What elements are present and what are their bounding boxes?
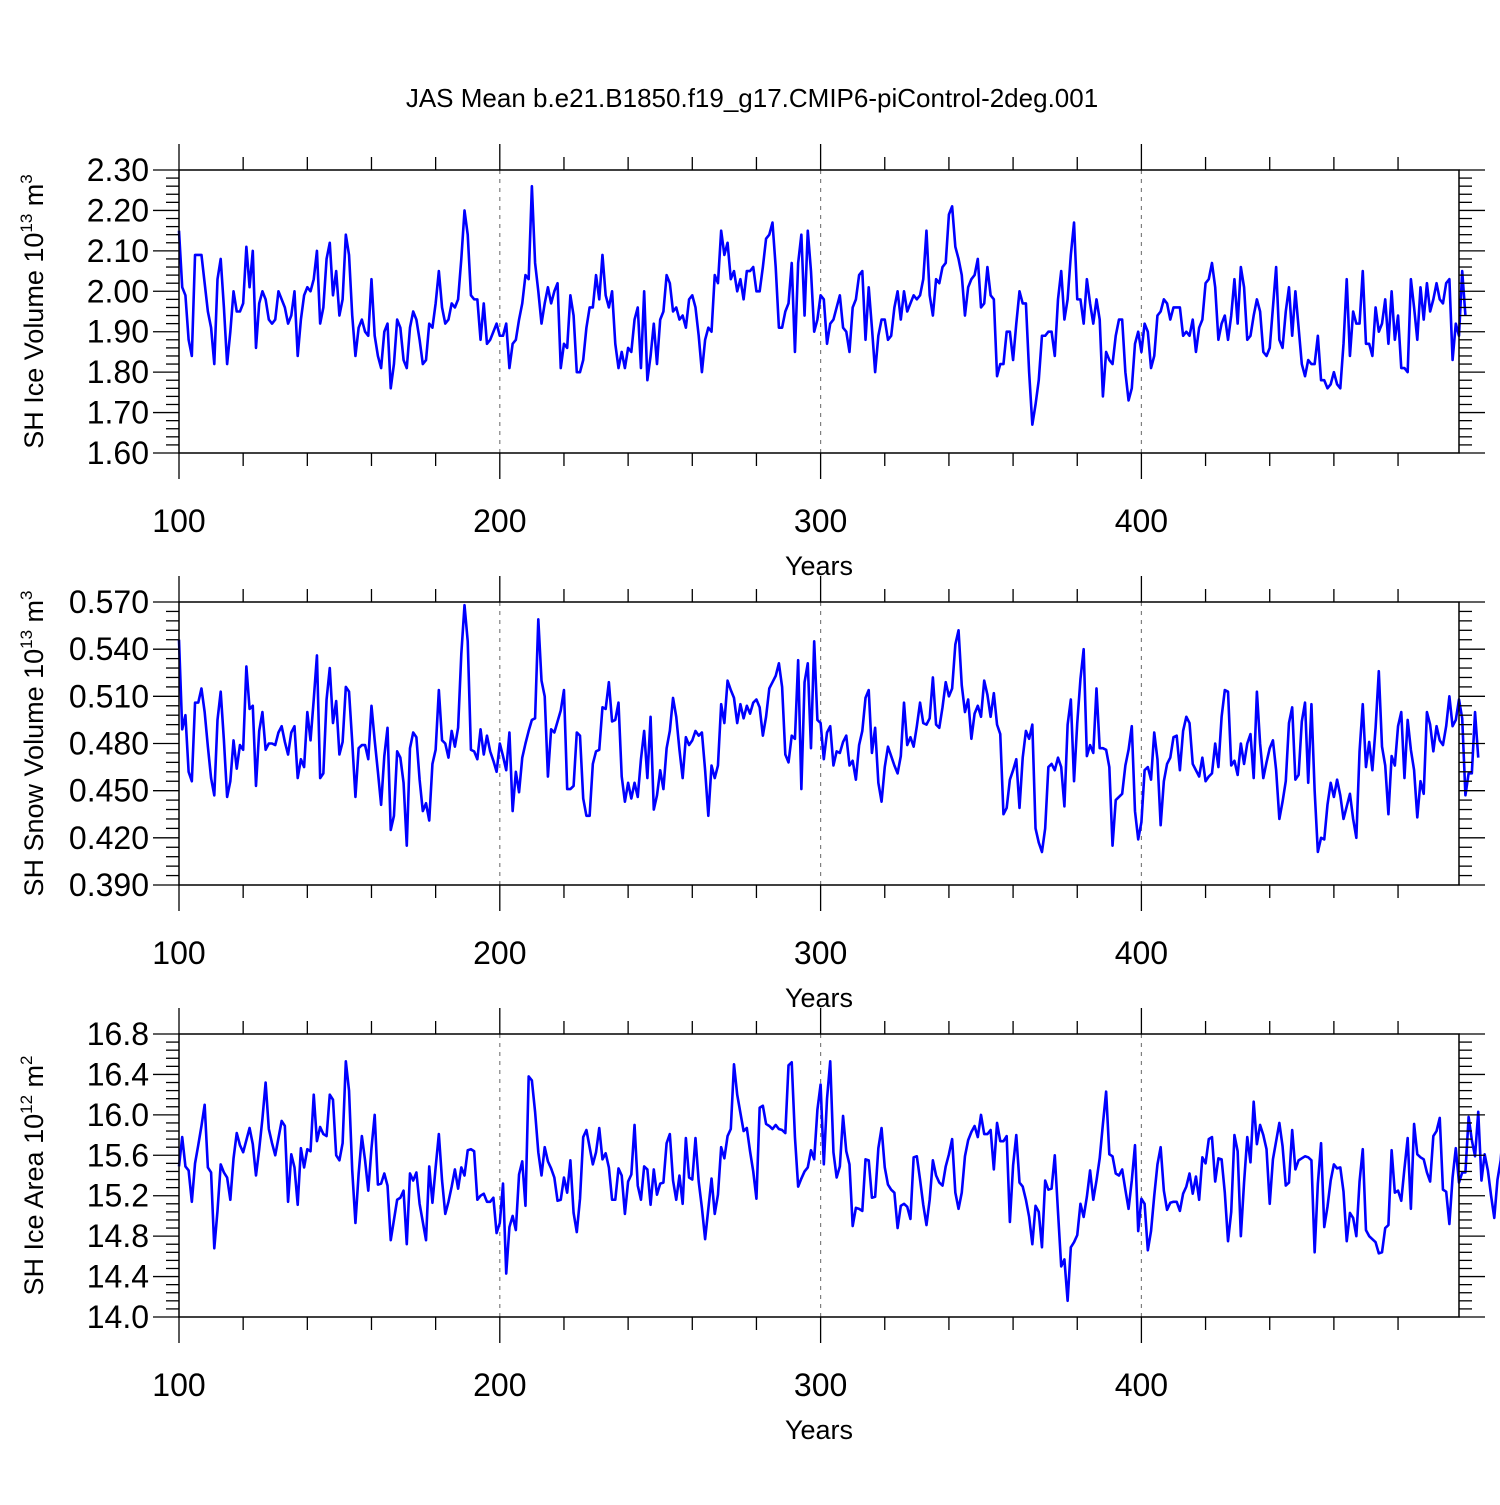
y-tick-label: 0.450 — [69, 773, 149, 809]
y-tick-label: 0.510 — [69, 678, 149, 714]
y-tick-label: 15.2 — [87, 1178, 149, 1214]
chart-title: JAS Mean b.e21.B1850.f19_g17.CMIP6-piCon… — [406, 83, 1098, 113]
y-tick-label: 0.540 — [69, 631, 149, 667]
panel-3: 14.0 14.4 14.8 15.2 15.6 16.0 16.4 16.8 100 200 30… — [17, 1008, 1500, 1445]
x-tick-label: 300 — [794, 935, 847, 971]
x-tick-label: 400 — [1115, 935, 1168, 971]
x-tick-label: 100 — [152, 935, 205, 971]
y-axis-title-exponent: 12 — [17, 1095, 36, 1114]
y-axis-title: SH Ice Volume 1013 m3 — [17, 174, 49, 449]
x-tick-label: 300 — [794, 1367, 847, 1403]
x-tick-label: 100 — [152, 1367, 205, 1403]
y-tick-label: 14.4 — [87, 1259, 149, 1295]
y-axis-title-main: SH Ice Area 10 — [19, 1114, 49, 1296]
y-axis-title: SH Snow Volume 1013 m3 — [17, 590, 49, 896]
y-tick-label: 2.30 — [87, 152, 149, 188]
y-tick-label: 0.420 — [69, 820, 149, 856]
y-axis-title-main: SH Snow Volume 10 — [19, 649, 49, 897]
x-axis-title: Years — [785, 1415, 853, 1445]
y-tick-label: 2.00 — [87, 273, 149, 309]
y-tick-label: 0.570 — [69, 584, 149, 620]
panel-2: 0.390 0.420 0.450 0.480 0.510 0.540 0.570 100 20… — [17, 576, 1485, 1013]
plot-frame — [178, 1033, 1460, 1318]
y-tick-label: 1.90 — [87, 314, 149, 350]
y-tick-label: 0.480 — [69, 726, 149, 762]
y-axis-title-unit: m — [19, 1065, 49, 1095]
x-tick-label: 400 — [1115, 503, 1168, 539]
y-tick-label: 16.0 — [87, 1097, 149, 1133]
x-axis-title: Years — [785, 983, 853, 1013]
y-tick-label: 2.10 — [87, 233, 149, 269]
y-axis-title-unit: m — [19, 600, 49, 630]
y-axis-title-main: SH Ice Volume 10 — [19, 233, 49, 449]
y-axis-title-unit-exponent: 3 — [17, 590, 36, 599]
plot-frame — [178, 169, 1460, 454]
panel-1: 1.60 1.70 1.80 1.90 2.00 2.10 2.20 2.30 100 200 30… — [17, 144, 1485, 581]
y-axis-title-unit-exponent: 2 — [17, 1056, 36, 1065]
y-tick-label: 14.8 — [87, 1218, 149, 1254]
x-tick-label: 200 — [473, 503, 526, 539]
series-line-sh-ice-area — [177, 1059, 1500, 1303]
x-tick-label: 200 — [473, 935, 526, 971]
y-tick-label: 16.4 — [87, 1056, 149, 1092]
series-line-sh-ice-volume — [177, 184, 1467, 427]
y-tick-label: 2.20 — [87, 192, 149, 228]
series-line-sh-snow-volume — [177, 603, 1480, 854]
y-axis-title-unit: m — [19, 184, 49, 214]
x-axis-title: Years — [785, 551, 853, 581]
y-axis-title-exponent: 13 — [17, 214, 36, 233]
y-tick-label: 14.0 — [87, 1299, 149, 1335]
y-tick-label: 0.390 — [69, 867, 149, 903]
y-axis-title-exponent: 13 — [17, 630, 36, 649]
y-tick-label: 15.6 — [87, 1137, 149, 1173]
y-tick-label: 1.80 — [87, 354, 149, 390]
y-tick-label: 16.8 — [87, 1016, 149, 1052]
x-tick-label: 200 — [473, 1367, 526, 1403]
y-tick-label: 1.70 — [87, 395, 149, 431]
y-axis-title: SH Ice Area 1012 m2 — [17, 1056, 49, 1296]
x-tick-label: 300 — [794, 503, 847, 539]
y-tick-label: 1.60 — [87, 435, 149, 471]
x-tick-label: 400 — [1115, 1367, 1168, 1403]
y-axis-title-unit-exponent: 3 — [17, 174, 36, 183]
x-tick-label: 100 — [152, 503, 205, 539]
